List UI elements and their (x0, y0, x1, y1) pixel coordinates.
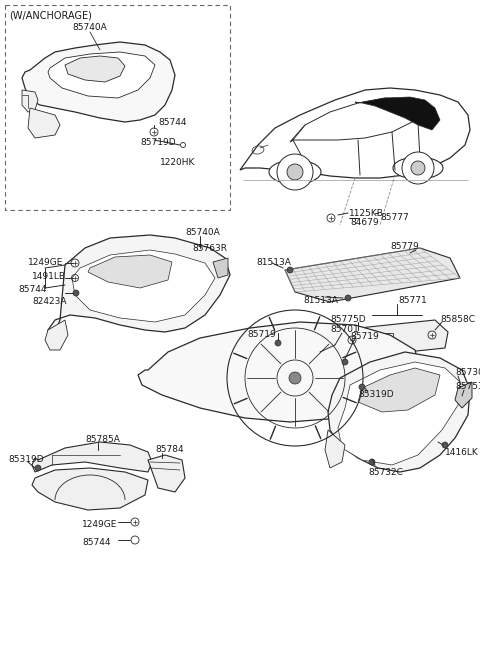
Circle shape (345, 295, 351, 301)
Text: 85730A: 85730A (455, 368, 480, 377)
Polygon shape (148, 455, 185, 492)
Text: 85744: 85744 (158, 118, 187, 127)
Text: 85744: 85744 (82, 538, 110, 547)
Text: 85753L: 85753L (455, 382, 480, 391)
Text: 85784: 85784 (155, 445, 184, 454)
Circle shape (359, 384, 365, 390)
Polygon shape (240, 88, 470, 178)
Polygon shape (45, 320, 68, 350)
Circle shape (411, 161, 425, 175)
Text: 85740A: 85740A (72, 23, 107, 32)
Polygon shape (138, 322, 420, 422)
Text: 85775D: 85775D (330, 315, 366, 324)
Text: 85858C: 85858C (440, 315, 475, 324)
Polygon shape (22, 90, 38, 112)
Text: 1249GE: 1249GE (28, 258, 63, 267)
Circle shape (73, 290, 79, 296)
Circle shape (275, 340, 281, 346)
Polygon shape (290, 98, 418, 142)
Polygon shape (325, 430, 345, 468)
Text: (W/ANCHORAGE): (W/ANCHORAGE) (9, 10, 92, 20)
Circle shape (402, 152, 434, 184)
Text: 85701: 85701 (330, 325, 359, 334)
Text: 85719: 85719 (350, 332, 379, 341)
Circle shape (287, 164, 303, 180)
Text: 81513A: 81513A (256, 258, 291, 267)
Bar (365, 333, 393, 345)
Text: 85785A: 85785A (85, 435, 120, 444)
Ellipse shape (393, 157, 443, 179)
Polygon shape (32, 442, 152, 472)
Polygon shape (337, 320, 448, 358)
Text: 85771: 85771 (398, 296, 427, 305)
Text: 85319D: 85319D (8, 455, 44, 464)
Polygon shape (28, 108, 60, 138)
Polygon shape (213, 258, 228, 278)
Circle shape (35, 465, 41, 471)
Circle shape (277, 154, 313, 190)
Text: 1416LK: 1416LK (445, 448, 479, 457)
Polygon shape (338, 362, 460, 465)
Circle shape (369, 459, 375, 465)
Text: 1249GE: 1249GE (82, 520, 118, 529)
Polygon shape (22, 42, 175, 122)
Polygon shape (32, 468, 148, 510)
Polygon shape (48, 52, 155, 98)
Polygon shape (88, 255, 172, 288)
Polygon shape (72, 250, 215, 322)
Text: 82423A: 82423A (32, 297, 67, 306)
Polygon shape (455, 382, 472, 408)
Polygon shape (355, 97, 440, 130)
Circle shape (342, 359, 348, 365)
Circle shape (289, 372, 301, 384)
Bar (5, 5, 230, 210)
Text: 85779: 85779 (390, 242, 419, 251)
Text: 85719D: 85719D (140, 138, 176, 147)
Text: 1491LB: 1491LB (32, 272, 66, 281)
Text: 85732C: 85732C (368, 468, 403, 477)
Text: 85777: 85777 (380, 213, 409, 222)
Text: 85740A: 85740A (185, 228, 220, 237)
Polygon shape (285, 248, 460, 302)
Polygon shape (328, 352, 470, 472)
Circle shape (287, 267, 293, 273)
Polygon shape (48, 235, 230, 345)
Text: 84679: 84679 (350, 218, 379, 227)
Text: 1220HK: 1220HK (160, 158, 195, 167)
Text: 85744: 85744 (18, 285, 47, 294)
Text: 85319D: 85319D (358, 390, 394, 399)
Polygon shape (65, 56, 125, 82)
Circle shape (442, 442, 448, 448)
Text: 1125KB: 1125KB (349, 209, 384, 218)
Ellipse shape (269, 160, 321, 184)
Text: 81513A: 81513A (303, 296, 338, 305)
Text: 85719: 85719 (247, 330, 276, 339)
Text: 85763R: 85763R (192, 244, 227, 253)
Polygon shape (358, 368, 440, 412)
